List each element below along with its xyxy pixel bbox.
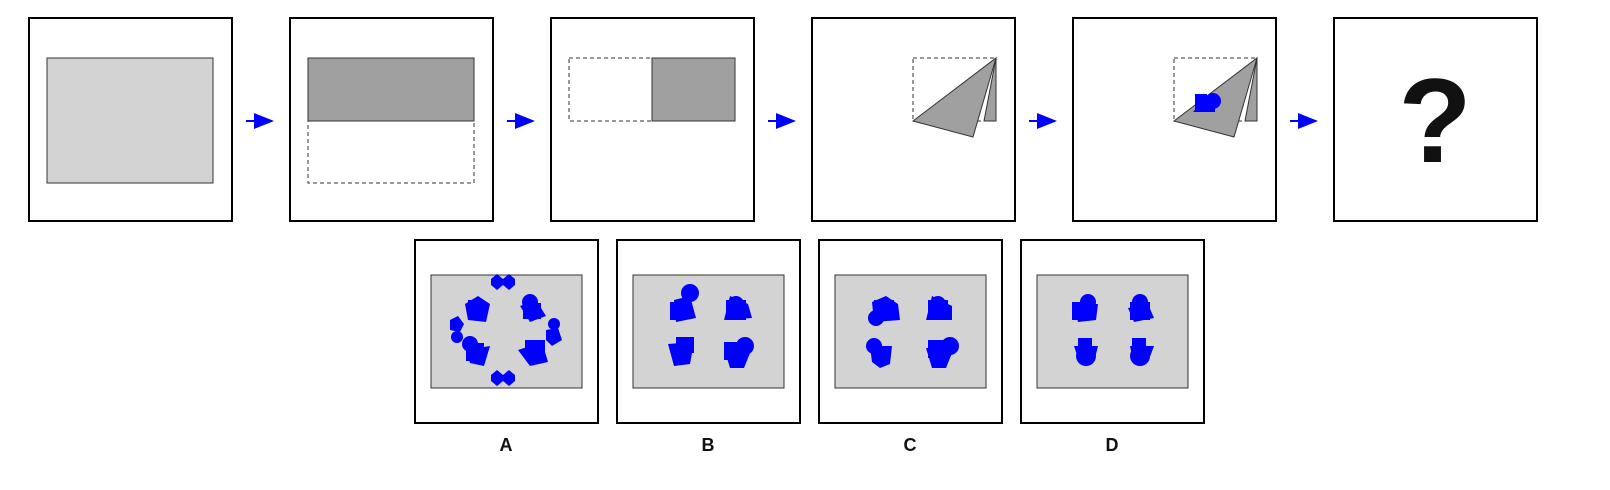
paper-sheet [430, 274, 583, 389]
option-label: B [702, 435, 715, 455]
hole-cluster [1072, 294, 1154, 366]
fold-outline-dashed [307, 120, 475, 184]
step-5-panel [1072, 17, 1277, 222]
folded-paper-right [651, 57, 736, 122]
folded-paper-back [1244, 57, 1258, 122]
option-a[interactable]: A [414, 239, 599, 455]
step-2-panel [289, 17, 494, 222]
step-1-panel [28, 17, 233, 222]
hole-cluster [866, 296, 959, 368]
paper-sheet [834, 274, 987, 389]
paper-sheet [46, 57, 214, 184]
step-4-panel [811, 17, 1016, 222]
hole-cluster [668, 284, 754, 368]
question-mark: ? [1398, 54, 1471, 188]
option-label: C [904, 435, 917, 455]
option-b[interactable]: B [616, 239, 801, 455]
folded-triangle [911, 56, 997, 138]
option-c[interactable]: C [818, 239, 1003, 455]
option-d[interactable]: D [1020, 239, 1205, 455]
paper-sheet [1036, 274, 1189, 389]
folded-paper-back [983, 57, 997, 122]
option-label: A [500, 435, 513, 455]
option-label: D [1106, 435, 1119, 455]
punched-hole [1193, 93, 1221, 112]
step-3-panel [550, 17, 755, 222]
question-panel: ? [1333, 17, 1538, 222]
folded-paper-top [307, 57, 475, 122]
paper-sheet [632, 274, 785, 389]
hole-cluster [450, 274, 562, 386]
